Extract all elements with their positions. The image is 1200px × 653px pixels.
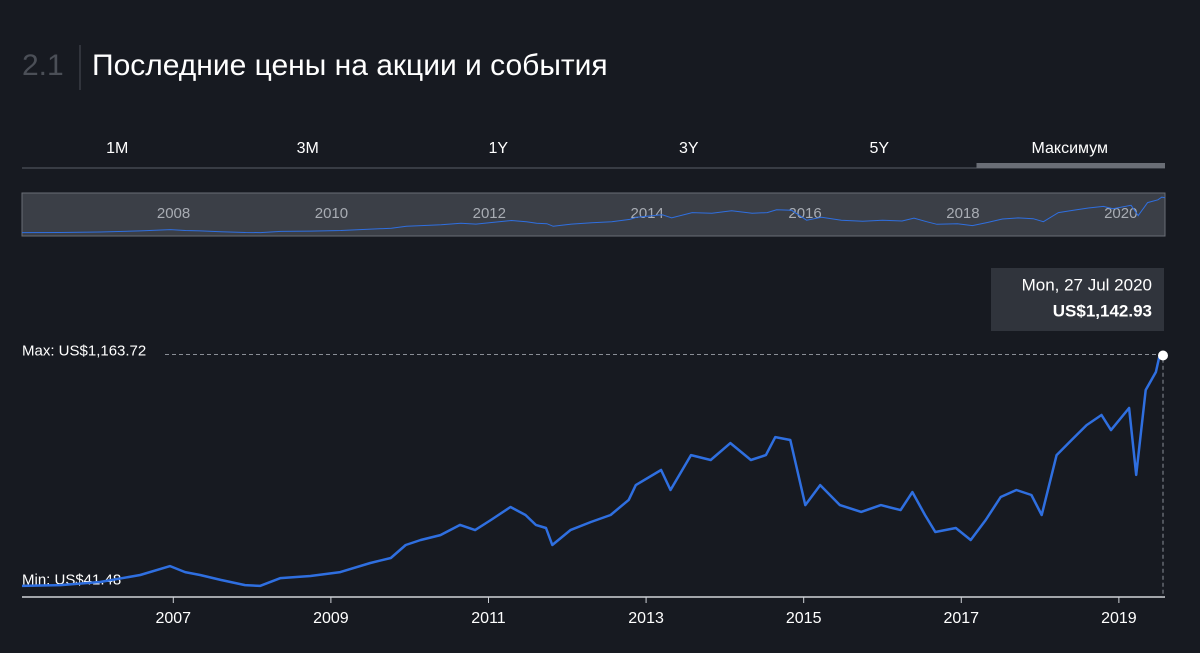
max-label: Max: US$1,163.72	[22, 342, 146, 359]
tab[interactable]: 1Y	[488, 140, 508, 157]
tooltip-box	[991, 268, 1164, 331]
navigator-tick-label: 2008	[157, 205, 190, 222]
x-tick-label: 2011	[471, 610, 506, 627]
tab-active-indicator	[976, 163, 1165, 168]
x-tick-label: 2009	[313, 610, 349, 627]
navigator-tick-label: 2010	[315, 205, 348, 222]
tab[interactable]: 1M	[106, 140, 128, 157]
x-tick-label: 2019	[1101, 610, 1137, 627]
navigator-tick-label: 2012	[473, 205, 506, 222]
tab[interactable]: 5Y	[869, 140, 889, 157]
section-title: Последние цены на акции и события	[92, 49, 608, 82]
price-line	[21, 353, 1165, 588]
x-tick-label: 2015	[786, 610, 822, 627]
tooltip-value: US$1,142.93	[1053, 301, 1152, 320]
x-tick-label: 2013	[628, 610, 664, 627]
navigator-tick-label: 2020	[1104, 205, 1137, 222]
tooltip-date: Mon, 27 Jul 2020	[1022, 275, 1152, 294]
hover-point	[1158, 350, 1168, 361]
navigator-tick-label: 2014	[630, 205, 663, 222]
navigator-line	[21, 196, 1166, 234]
x-tick-label: 2017	[943, 610, 979, 627]
tab[interactable]: Максимум	[1031, 140, 1108, 157]
navigator-tick-label: 2016	[788, 205, 821, 222]
tab[interactable]: 3M	[297, 140, 319, 157]
x-tick-label: 2007	[155, 610, 191, 627]
navigator-tick-label: 2018	[946, 205, 979, 222]
section-number: 2.1	[22, 49, 64, 82]
tab[interactable]: 3Y	[679, 140, 699, 157]
navigator[interactable]	[21, 192, 1166, 237]
